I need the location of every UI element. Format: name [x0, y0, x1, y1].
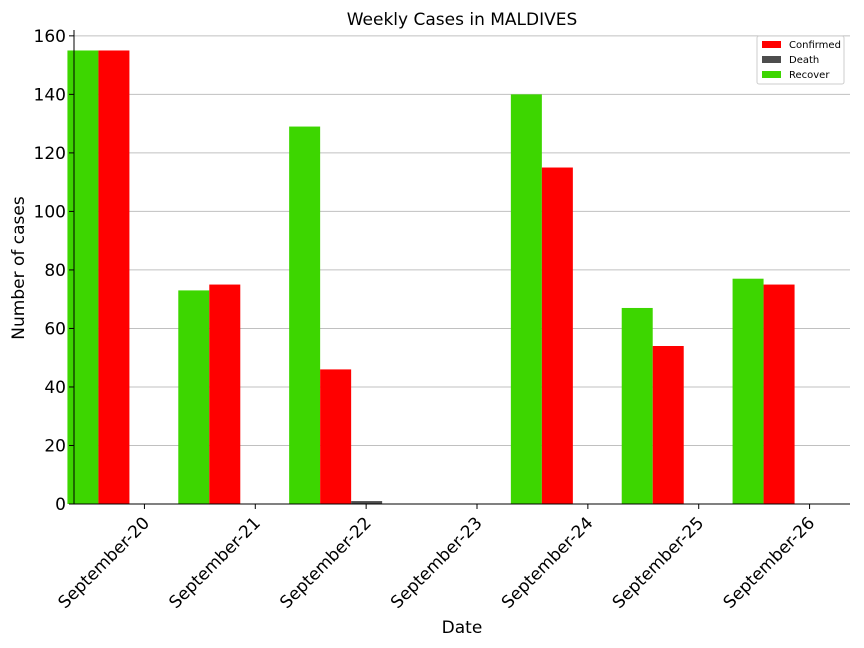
legend-swatch-confirmed [762, 41, 781, 48]
bar-confirmed-september-25 [652, 346, 684, 504]
bars-group [67, 50, 795, 505]
x-tick-label: September-25 [609, 513, 708, 612]
bar-confirmed-september-24 [541, 167, 573, 504]
x-tick-label: September-23 [387, 513, 486, 612]
y-tick-label: 20 [44, 436, 66, 456]
legend-label-confirmed: Confirmed [789, 40, 841, 51]
x-tick-label: September-26 [720, 513, 819, 612]
y-axis-label: Number of cases [9, 196, 29, 340]
y-tick-label: 60 [44, 319, 66, 339]
chart-title: Weekly Cases in MALDIVES [347, 10, 578, 30]
legend-swatch-recover [762, 71, 781, 78]
y-tick-label: 0 [55, 495, 66, 515]
y-tick-label: 100 [34, 202, 66, 222]
y-tick-label: 40 [44, 378, 66, 398]
bar-recover-september-22 [289, 126, 321, 505]
bar-recover-september-24 [510, 94, 542, 505]
x-axis-label: Date [442, 618, 483, 638]
y-tick-label: 160 [34, 27, 66, 47]
bar-confirmed-september-22 [320, 369, 352, 504]
bar-recover-september-25 [621, 307, 653, 504]
bar-death-september-22 [351, 501, 383, 504]
x-tick-label: September-21 [165, 513, 264, 612]
axes [73, 30, 850, 505]
y-tick-label: 140 [34, 85, 66, 105]
x-tick-label: September-20 [55, 513, 154, 612]
bar-confirmed-september-26 [763, 284, 795, 504]
bar-recover-september-21 [178, 290, 210, 504]
y-tick-label: 80 [44, 261, 66, 281]
legend-swatch-death [762, 56, 781, 63]
bar-confirmed-september-20 [98, 50, 130, 505]
bar-recover-september-26 [732, 278, 764, 504]
legend-label-death: Death [789, 55, 819, 66]
x-tick-label: September-24 [498, 513, 597, 612]
x-tick-label: September-22 [276, 513, 375, 612]
legend: Confirmed Death Recover [756, 35, 845, 85]
y-tick-label: 120 [34, 144, 66, 164]
bar-recover-september-20 [67, 50, 99, 505]
x-tick-labels: September-20 September-21 September-22 Sept… [55, 504, 819, 613]
legend-label-recover: Recover [789, 70, 830, 81]
bar-confirmed-september-21 [209, 284, 241, 504]
y-tick-labels: 0 20 40 60 80 100 120 140 160 [34, 27, 74, 515]
